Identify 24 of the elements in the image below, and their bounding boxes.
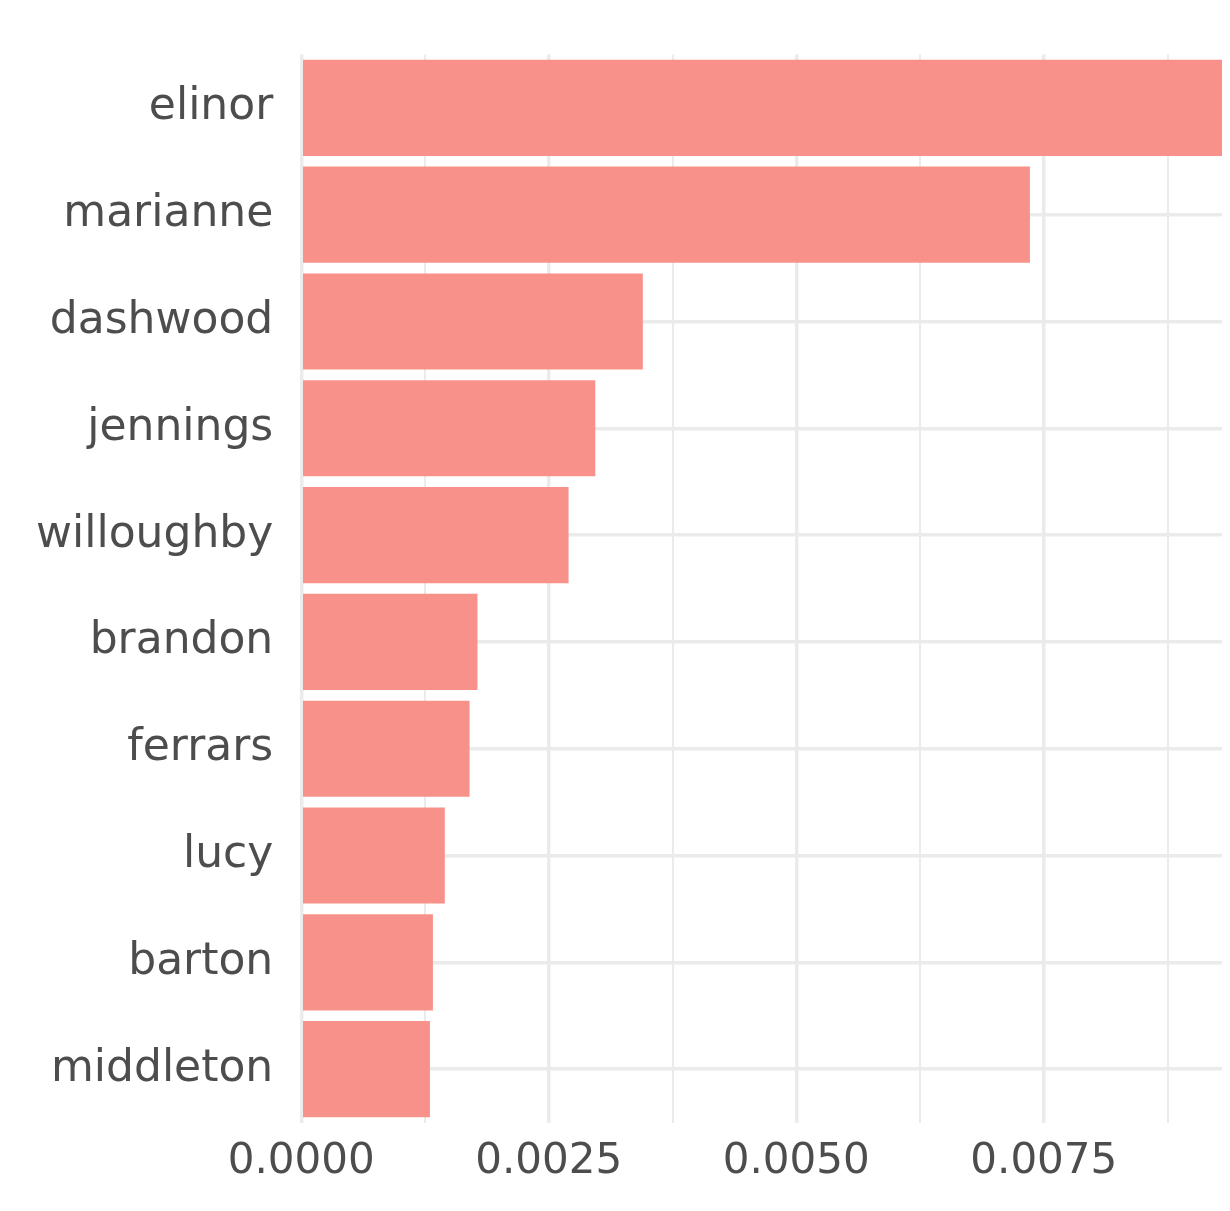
bar [303,166,1030,263]
y-tick-label: elinor [148,78,275,130]
y-tick-label: barton [128,932,274,984]
y-tick-label: dashwood [49,291,274,343]
x-tick-label: 0.0000 [227,1133,375,1183]
bar [303,487,569,584]
y-tick-label: jennings [86,398,274,450]
bar [303,1021,430,1118]
y-tick-label: willoughby [35,505,274,557]
bar [303,273,643,370]
x-tick-label: 0.0025 [475,1133,623,1183]
y-tick-label: lucy [182,825,274,877]
x-tick-label: 0.0050 [722,1133,870,1183]
bar [303,914,433,1011]
y-tick-label: marianne [63,185,274,237]
y-tick-label: brandon [89,612,274,664]
bar [303,807,445,904]
bar [303,380,596,477]
y-tick-label: ferrars [127,719,274,771]
bar [303,700,470,797]
y-tick-label: middleton [50,1039,274,1091]
x-tick-label: 0.0075 [970,1133,1118,1183]
bar [303,593,478,690]
bar [303,59,1222,156]
